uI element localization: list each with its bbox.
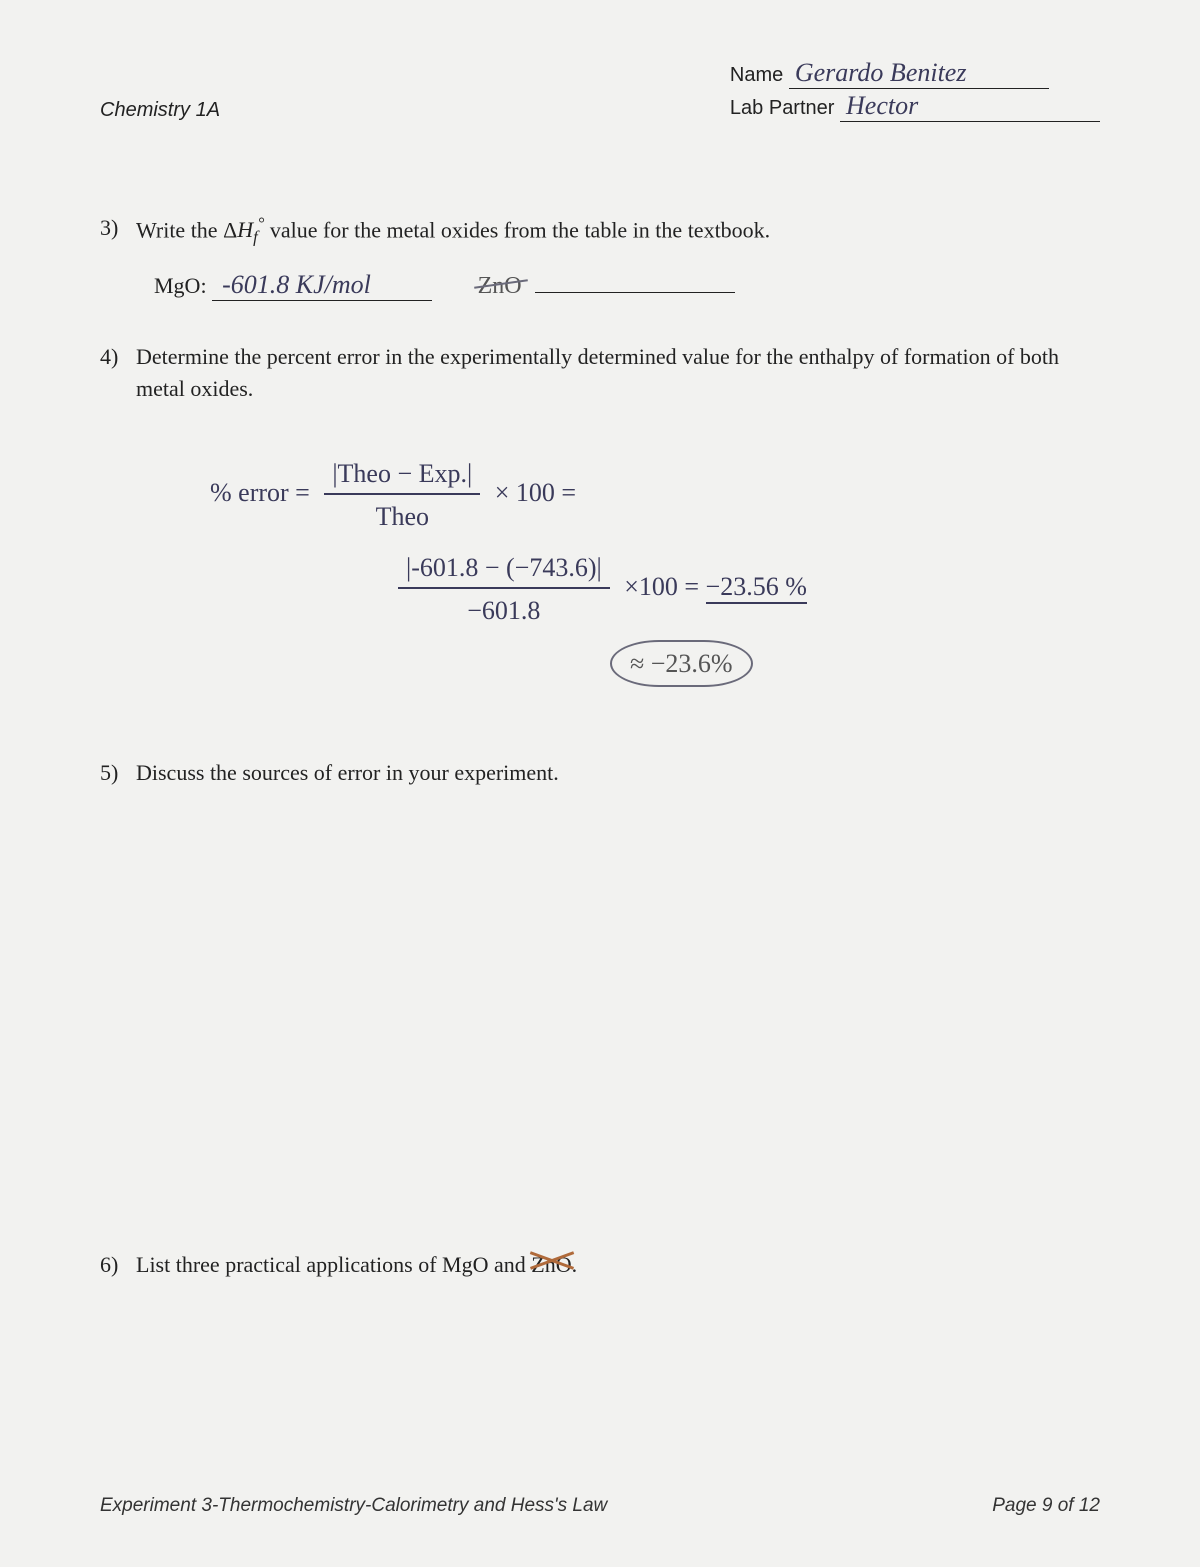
question-text: Discuss the sources of error in your exp… [136,757,1100,789]
times-100-b: ×100 = [624,572,699,601]
question-3: 3) Write the ΔHf° value for the metal ox… [100,212,1100,250]
frac-bot: Theo [368,495,437,536]
q3-answer-row: MgO: -601.8 KJ/mol ZnO [154,272,1100,301]
footer-left: Experiment 3-Thermochemistry-Calorimetry… [100,1495,607,1517]
name-block: Name Gerardo Benitez Lab Partner Hector [730,60,1100,122]
result-value: −23.56 % [706,572,807,604]
name-label: Name [730,64,783,86]
boxed-result: ≈ −23.6% [610,640,753,687]
question-5: 5) Discuss the sources of error in your … [100,757,1100,789]
fraction-formula: |Theo − Exp.| Theo [324,454,480,536]
question-text: Determine the percent error in the exper… [136,341,1100,405]
fraction-numeric: |-601.8 − (−743.6)| −601.8 [398,548,610,630]
q6-text-pre: List three practical applications of MgO… [136,1252,531,1277]
name-field: Gerardo Benitez [789,60,1049,89]
work-line-2: |-601.8 − (−743.6)| −601.8 ×100 = −23.56… [390,548,1100,630]
question-number: 5) [100,757,136,789]
question-4: 4) Determine the percent error in the ex… [100,341,1100,405]
work-line-1: % error = |Theo − Exp.| Theo × 100 = [210,454,1100,536]
question-number: 3) [100,212,136,250]
percent-error-lhs: % error = [210,478,310,507]
zno-crossed-out: ZnO [531,1249,571,1281]
partner-label: Lab Partner [730,97,835,119]
times-100: × 100 = [495,478,576,507]
question-6: 6) List three practical applications of … [100,1249,1100,1281]
mgo-label: MgO: [154,273,207,298]
question-number: 6) [100,1249,136,1281]
name-value: Gerardo Benitez [795,58,967,87]
frac-top: |-601.8 − (−743.6)| [398,548,610,589]
mgo-answer-field: -601.8 KJ/mol [212,272,432,301]
mgo-value: -601.8 KJ/mol [222,270,371,299]
question-text: List three practical applications of MgO… [136,1249,1100,1281]
partner-field: Hector [840,93,1100,122]
course-title: Chemistry 1A [100,99,220,122]
q6-text-post: . [572,1252,578,1277]
frac-top: |Theo − Exp.| [324,454,480,495]
name-line: Name Gerardo Benitez [730,60,1100,89]
frac-bot: −601.8 [459,589,548,630]
q4-work: % error = |Theo − Exp.| Theo × 100 = |-6… [210,454,1100,687]
zno-answer-field [535,292,735,293]
zno-label-crossed: ZnO [478,273,522,300]
page-footer: Experiment 3-Thermochemistry-Calorimetry… [100,1495,1100,1517]
partner-value: Hector [846,91,918,120]
footer-right: Page 9 of 12 [992,1495,1100,1517]
page-header: Chemistry 1A Name Gerardo Benitez Lab Pa… [100,60,1100,122]
question-number: 4) [100,341,136,405]
partner-line: Lab Partner Hector [730,93,1100,122]
question-text: Write the ΔHf° value for the metal oxide… [136,212,1100,250]
